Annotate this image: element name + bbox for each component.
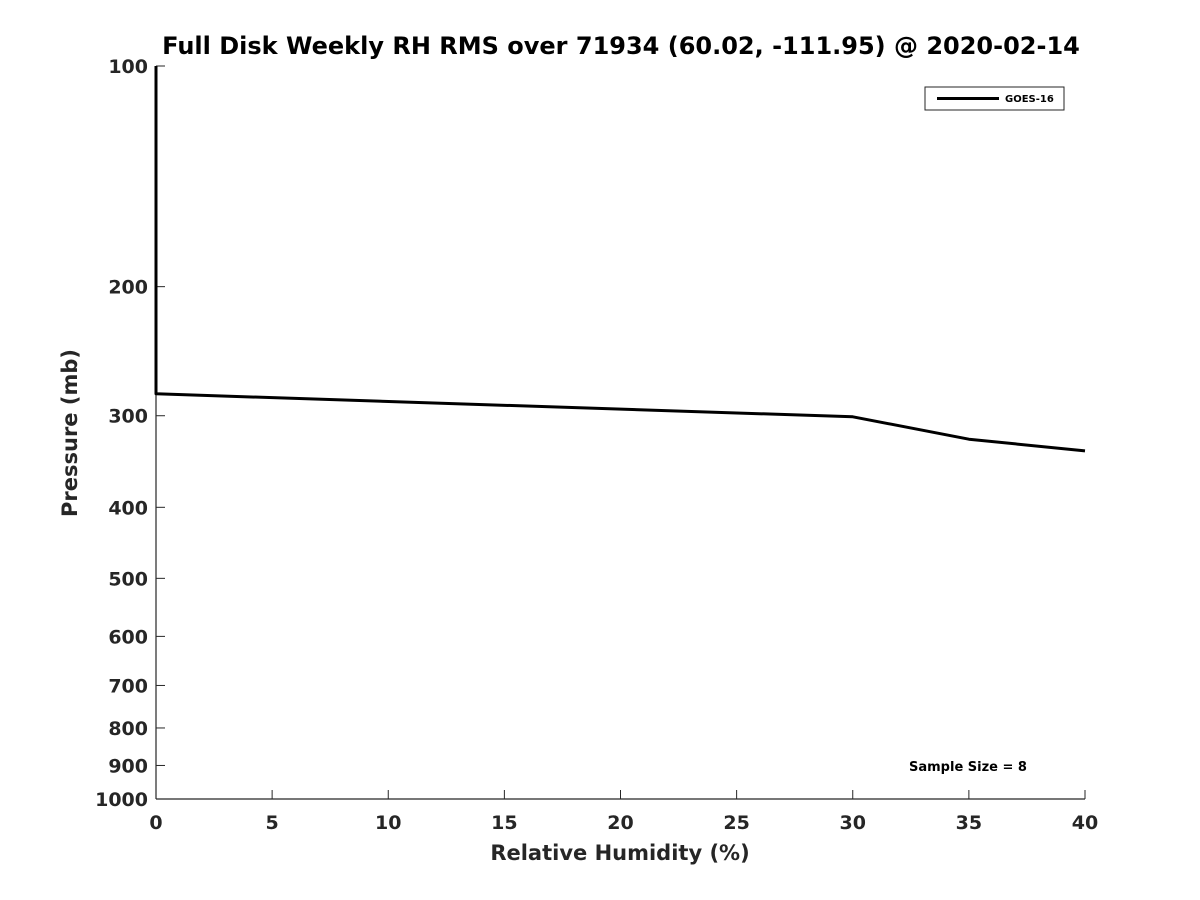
legend-label: GOES-16 bbox=[1005, 94, 1054, 105]
y-ticks: 100 200 300 400 500 600 700 800 900 1000 bbox=[95, 56, 165, 811]
x-tick-label: 0 bbox=[149, 812, 162, 834]
y-tick-label: 500 bbox=[108, 568, 148, 590]
x-tick-label: 10 bbox=[375, 812, 401, 834]
y-tick-label: 400 bbox=[108, 497, 148, 519]
y-tick-label: 900 bbox=[108, 755, 148, 777]
x-tick-label: 20 bbox=[607, 812, 633, 834]
x-ticks: 0 5 10 15 20 25 30 35 40 bbox=[149, 790, 1098, 834]
x-tick-label: 15 bbox=[491, 812, 517, 834]
x-tick-label: 5 bbox=[266, 812, 279, 834]
chart-title: Full Disk Weekly RH RMS over 71934 (60.0… bbox=[162, 32, 1080, 60]
y-tick-label: 100 bbox=[108, 56, 148, 78]
x-tick-label: 40 bbox=[1072, 812, 1098, 834]
y-tick-label: 700 bbox=[108, 675, 148, 697]
y-tick-label: 200 bbox=[108, 277, 148, 299]
y-tick-label: 300 bbox=[108, 406, 148, 428]
y-axis-label: Pressure (mb) bbox=[58, 349, 82, 517]
series-line-goes-16 bbox=[154, 66, 1086, 453]
series-layer bbox=[154, 66, 1086, 453]
legend: GOES-16 bbox=[924, 86, 1065, 111]
y-tick-label: 800 bbox=[108, 718, 148, 740]
x-tick-label: 30 bbox=[840, 812, 866, 834]
y-tick-label: 1000 bbox=[95, 789, 148, 811]
x-tick-label: 25 bbox=[723, 812, 749, 834]
axes: 0 5 10 15 20 25 30 35 40 100 200 300 400 500 600 700 80… bbox=[95, 56, 1098, 834]
y-tick-label: 600 bbox=[108, 626, 148, 648]
sample-size-annotation: Sample Size = 8 bbox=[909, 760, 1027, 775]
x-tick-label: 35 bbox=[956, 812, 982, 834]
x-axis-label: Relative Humidity (%) bbox=[490, 841, 749, 865]
